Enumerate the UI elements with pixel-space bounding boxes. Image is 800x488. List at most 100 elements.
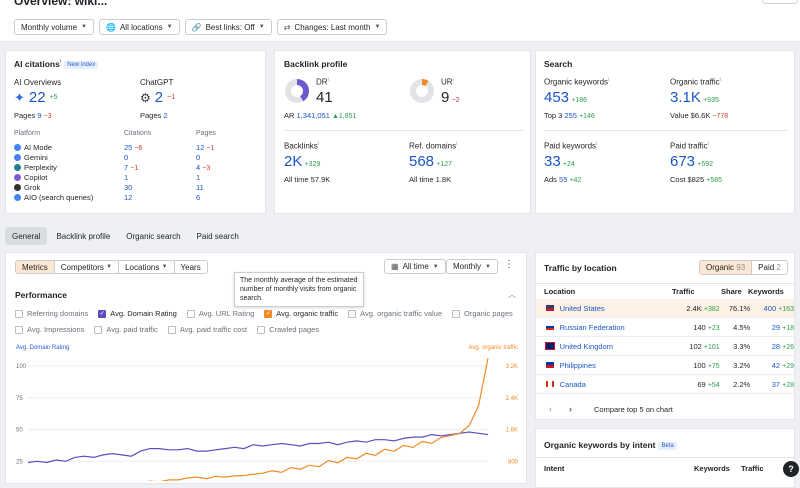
metrics-button[interactable]: Metrics (16, 261, 55, 273)
platform-pages[interactable]: 12 −1 (196, 142, 215, 152)
organic-keywords-value[interactable]: 453 (544, 89, 570, 106)
table-row[interactable]: Gemini 0 0 (14, 152, 264, 162)
platform-citations[interactable]: 30 (124, 182, 133, 192)
table-row[interactable]: Canada 69 +54 2.2% 37 +28 (536, 375, 794, 394)
delta: +592 (697, 161, 714, 168)
platform-citations[interactable]: 12 (124, 192, 133, 202)
platform-pages[interactable]: 4 −3 (196, 162, 211, 172)
years-button[interactable]: Years (174, 261, 207, 273)
checkbox-referring-domains[interactable]: Referring domains (15, 309, 88, 318)
location-name[interactable]: Canada (559, 379, 586, 389)
platform-pages[interactable]: 1 (196, 172, 201, 182)
organic-traffic-metric[interactable]: 3.1K +935 (670, 89, 719, 106)
location-name[interactable]: United States (559, 303, 605, 313)
table-row[interactable]: Russian Federation 140 +23 4.5% 29 +18 (536, 318, 794, 337)
chatgpt-value[interactable]: 2 (154, 89, 164, 106)
organic-keywords-metric[interactable]: 453 +186 (544, 89, 587, 106)
dr-value[interactable]: 41 (316, 89, 333, 106)
location-name[interactable]: Russian Federation (559, 322, 625, 332)
table-row[interactable]: Copilot 1 1 (14, 172, 264, 182)
prev-arrow-icon[interactable]: ‹ (549, 404, 552, 414)
organic-toggle[interactable]: Organic 93 (700, 261, 753, 274)
paid-traffic-value[interactable]: 673 (670, 153, 696, 170)
platform-citations[interactable]: 7 −1 (124, 162, 139, 172)
right-tick-label: 2.4K (506, 396, 518, 402)
checkbox-avg-paid-traffic[interactable]: Avg. paid traffic (94, 325, 158, 334)
checkbox-label: Referring domains (27, 309, 89, 318)
backlinks-metric[interactable]: 2K +329 (284, 153, 320, 170)
chatgpt-metric[interactable]: ⚙ 2 −1 (140, 89, 175, 106)
monthly-volume-dropdown[interactable]: Monthly volume ▼ (14, 19, 94, 35)
performance-card: Metrics Competitors ▼ Locations ▼ Years … (5, 252, 527, 484)
tab-organic-search[interactable]: Organic search (126, 231, 181, 241)
table-row[interactable]: United Kingdom 102 +101 3.3% 28 +26 (536, 337, 794, 356)
ai-overviews-metric[interactable]: ✦ 22 +5 (14, 89, 58, 106)
delta: −1 (167, 94, 176, 101)
interval-dropdown[interactable]: Monthly ▼ (446, 259, 498, 274)
paid-traffic-metric[interactable]: 673 +592 (670, 153, 713, 170)
chevron-down-icon: ▼ (432, 263, 439, 270)
ref-domains-metric[interactable]: 568 +127 (409, 153, 452, 170)
collapse-icon[interactable]: ︿ (508, 290, 516, 299)
platform-citations[interactable]: 0 (124, 152, 129, 162)
best-links-dropdown[interactable]: 🔗 Best links: Off ▼ (184, 19, 272, 35)
top-right-button[interactable] (762, 0, 798, 4)
toggle-count: 2 (776, 263, 781, 272)
checkbox-avg-organic-traffic[interactable]: Avg. organic traffic (264, 309, 338, 318)
backlinks-value[interactable]: 2K (284, 153, 303, 170)
location-traffic: 2.4K +382 (686, 303, 720, 313)
traffic-by-location-card: Traffic by location Organic 93 Paid 2 Lo… (535, 252, 795, 420)
ref-domains-value[interactable]: 568 (409, 153, 435, 170)
platform-pages[interactable]: 6 (196, 192, 201, 202)
location-name[interactable]: United Kingdom (559, 341, 613, 351)
locations-chart-dropdown[interactable]: Locations ▼ (119, 261, 175, 273)
compare-top5-link[interactable]: Compare top 5 on chart (594, 405, 673, 414)
table-row[interactable]: Philippines 100 +75 3.2% 42 +29 (536, 356, 794, 375)
dropdown-label: All time (402, 262, 429, 271)
tab-general[interactable]: General (5, 227, 48, 245)
card-title: Backlink profile (284, 59, 348, 69)
organic-traffic-value[interactable]: 3.1K (670, 89, 701, 106)
performance-chart[interactable]: Avg. Domain Rating Avg. organic traffic 10… (6, 341, 528, 481)
platform-pages[interactable]: 11 (196, 182, 204, 192)
next-arrow-icon[interactable]: › (569, 404, 572, 414)
more-options-icon[interactable]: ⋮ (504, 259, 514, 270)
platform-citations[interactable]: 1 (124, 172, 129, 182)
location-traffic: 102 +101 (689, 341, 720, 351)
checkbox-avg-impressions[interactable]: Avg. Impressions (15, 325, 84, 334)
paid-toggle[interactable]: Paid 2 (752, 261, 787, 274)
checkbox-avg-organic-traffic-value[interactable]: Avg. organic traffic value (348, 309, 442, 318)
tab-paid-search[interactable]: Paid search (196, 231, 239, 241)
location-share: 4.5% (733, 322, 751, 332)
paid-keywords-metric[interactable]: 33 +24 (544, 153, 575, 170)
checkbox-avg-domain-rating[interactable]: Avg. Domain Rating (98, 309, 177, 318)
checkbox-avg-paid-traffic-cost[interactable]: Avg. paid traffic cost (167, 325, 247, 334)
checkbox-avg-url-rating[interactable]: Avg. URL Rating (186, 309, 254, 318)
checkbox-organic-pages[interactable]: Organic pages (452, 309, 513, 318)
locations-dropdown[interactable]: 🌐 All locations ▼ (98, 19, 180, 35)
dr-donut-icon (285, 79, 309, 103)
metric-checkboxes-row1: Referring domains Avg. Domain Rating Avg… (15, 309, 513, 318)
tab-backlink-profile[interactable]: Backlink profile (56, 231, 111, 241)
table-row[interactable]: Perplexity 7 −1 4 −3 (14, 162, 264, 172)
ai-overviews-value[interactable]: 22 (28, 89, 46, 106)
changes-dropdown[interactable]: ⇄ Changes: Last month ▼ (276, 19, 388, 35)
ur-value[interactable]: 9 (441, 89, 450, 106)
help-button[interactable]: ? (783, 461, 799, 477)
paid-keywords-value[interactable]: 33 (544, 153, 561, 170)
table-row[interactable]: United States 2.4K +382 76.1% 400 +163 (536, 299, 794, 318)
location-share: 3.3% (733, 341, 751, 351)
table-row[interactable]: Grok 30 11 (14, 182, 264, 192)
competitors-dropdown[interactable]: Competitors ▼ (54, 261, 120, 273)
ur-metric[interactable]: 9 −2 (441, 89, 460, 106)
traffic-value-metric: Value $6.6K −778 (670, 111, 729, 120)
left-tick-label: 75 (16, 396, 23, 402)
table-row[interactable]: AI Mode 25 −6 12 −1 (14, 142, 264, 152)
platform-pages[interactable]: 0 (196, 152, 201, 162)
range-dropdown[interactable]: ▦ All time ▼ (384, 259, 446, 274)
table-row[interactable]: AIO (search queries) 12 6 (14, 192, 264, 202)
location-name[interactable]: Philippines (559, 360, 596, 370)
card-title: Organic keywords by intent Beta (544, 440, 677, 450)
platform-citations[interactable]: 25 −6 (124, 142, 143, 152)
checkbox-crawled-pages[interactable]: Crawled pages (257, 325, 319, 334)
